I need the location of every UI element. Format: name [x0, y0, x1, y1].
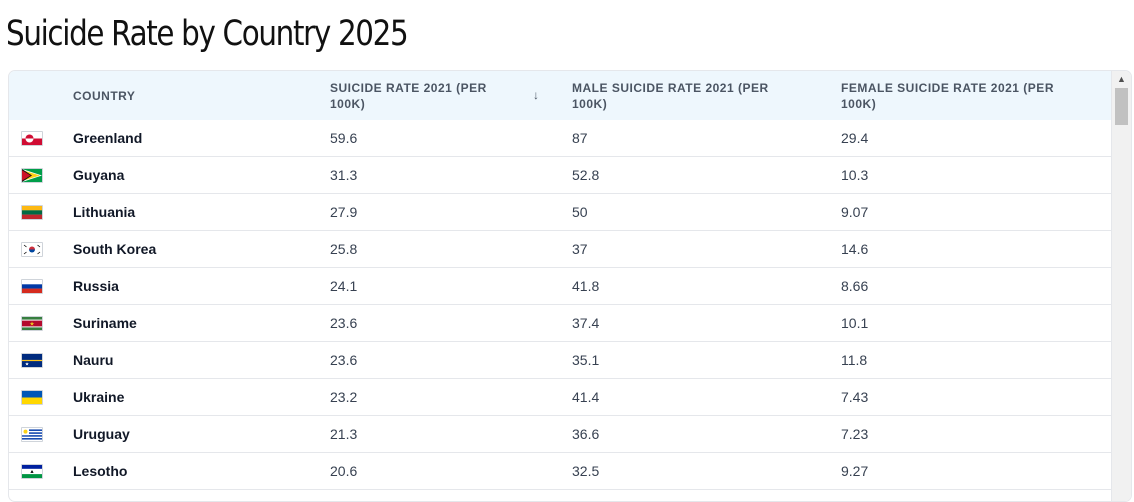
suicide-rate-cell: 23.2 — [330, 389, 358, 405]
country-cell: Russia — [73, 278, 119, 294]
south-korea-flag-icon — [21, 242, 43, 257]
female-rate-cell: 14.6 — [841, 241, 869, 257]
country-cell: Guyana — [73, 167, 125, 183]
male-rate-cell: 50 — [572, 204, 588, 220]
male-rate-cell: 41.8 — [572, 278, 600, 294]
country-cell: Lesotho — [73, 463, 128, 479]
column-header-country[interactable]: COUNTRY — [73, 89, 136, 103]
country-cell: Uruguay — [73, 426, 130, 442]
female-rate-cell: 7.23 — [841, 426, 869, 442]
guyana-flag-icon — [21, 168, 43, 183]
female-rate-cell: 11.8 — [841, 352, 868, 368]
male-rate-cell: 37.4 — [572, 315, 600, 331]
suicide-rate-cell: 21.3 — [330, 426, 358, 442]
female-rate-cell: 29.4 — [841, 130, 869, 146]
female-rate-cell: 10.3 — [841, 167, 869, 183]
table-row[interactable]: Lesotho 20.6 32.5 9.27 — [9, 453, 1111, 490]
nauru-flag-icon — [21, 353, 43, 368]
male-rate-cell: 32.5 — [572, 463, 600, 479]
female-rate-cell: 9.27 — [841, 463, 869, 479]
male-rate-cell: 41.4 — [572, 389, 600, 405]
male-rate-cell: 52.8 — [572, 167, 600, 183]
male-rate-cell: 87 — [572, 130, 588, 146]
country-cell: Nauru — [73, 352, 114, 368]
table-row[interactable]: Suriname 23.6 37.4 10.1 — [9, 305, 1111, 342]
table-row[interactable]: South Korea 25.8 37 14.6 — [9, 231, 1111, 268]
vertical-scrollbar[interactable]: ▲ — [1111, 71, 1131, 501]
uruguay-flag-icon — [21, 427, 43, 442]
table-row[interactable]: Greenland 59.6 87 29.4 — [9, 120, 1111, 157]
table-row[interactable]: Russia 24.1 41.8 8.66 — [9, 268, 1111, 305]
suicide-rate-cell: 23.6 — [330, 315, 358, 331]
column-header-male-rate[interactable]: MALE SUICIDE RATE 2021 (PER 100K) — [572, 81, 769, 111]
lesotho-flag-icon — [21, 464, 43, 479]
male-rate-cell: 35.1 — [572, 352, 600, 368]
table-row[interactable]: Lithuania 27.9 50 9.07 — [9, 194, 1111, 231]
female-rate-cell: 8.66 — [841, 278, 869, 294]
scrollbar-thumb[interactable] — [1115, 88, 1128, 125]
country-cell: Ukraine — [73, 389, 125, 405]
table-row[interactable]: Ukraine 23.2 41.4 7.43 — [9, 379, 1111, 416]
arrow-down-icon[interactable]: ↓ — [533, 88, 539, 102]
table-row[interactable]: Guyana 31.3 52.8 10.3 — [9, 157, 1111, 194]
lithuania-flag-icon — [21, 205, 43, 220]
column-header-female-rate[interactable]: FEMALE SUICIDE RATE 2021 (PER 100K) — [841, 81, 1054, 111]
suicide-rate-cell: 59.6 — [330, 130, 358, 146]
triangle-up-icon[interactable]: ▲ — [1117, 74, 1126, 84]
table-row[interactable]: Uruguay 21.3 36.6 7.23 — [9, 416, 1111, 453]
russia-flag-icon — [21, 279, 43, 294]
data-table: COUNTRY SUICIDE RATE 2021 (PER 100K) ↓ M… — [8, 70, 1132, 502]
female-rate-cell: 9.07 — [841, 204, 869, 220]
suriname-flag-icon — [21, 316, 43, 331]
ukraine-flag-icon — [21, 390, 43, 405]
male-rate-cell: 37 — [572, 241, 588, 257]
country-cell: Lithuania — [73, 204, 136, 220]
suicide-rate-cell: 31.3 — [330, 167, 358, 183]
suicide-rate-cell: 23.6 — [330, 352, 358, 368]
page-title: Suicide Rate by Country 2025 — [6, 14, 409, 54]
country-cell: Greenland — [73, 130, 143, 146]
suicide-rate-cell: 20.6 — [330, 463, 358, 479]
female-rate-cell: 7.43 — [841, 389, 869, 405]
male-rate-cell: 36.6 — [572, 426, 600, 442]
greenland-flag-icon — [21, 131, 43, 146]
table-header: COUNTRY SUICIDE RATE 2021 (PER 100K) ↓ M… — [9, 71, 1111, 120]
suicide-rate-cell: 25.8 — [330, 241, 358, 257]
column-header-suicide-rate[interactable]: SUICIDE RATE 2021 (PER 100K) — [330, 81, 487, 111]
country-cell: Suriname — [73, 315, 137, 331]
suicide-rate-cell: 27.9 — [330, 204, 358, 220]
suicide-rate-cell: 24.1 — [330, 278, 358, 294]
table-row[interactable]: Nauru 23.6 35.1 11.8 — [9, 342, 1111, 379]
female-rate-cell: 10.1 — [841, 315, 869, 331]
country-cell: South Korea — [73, 241, 157, 257]
